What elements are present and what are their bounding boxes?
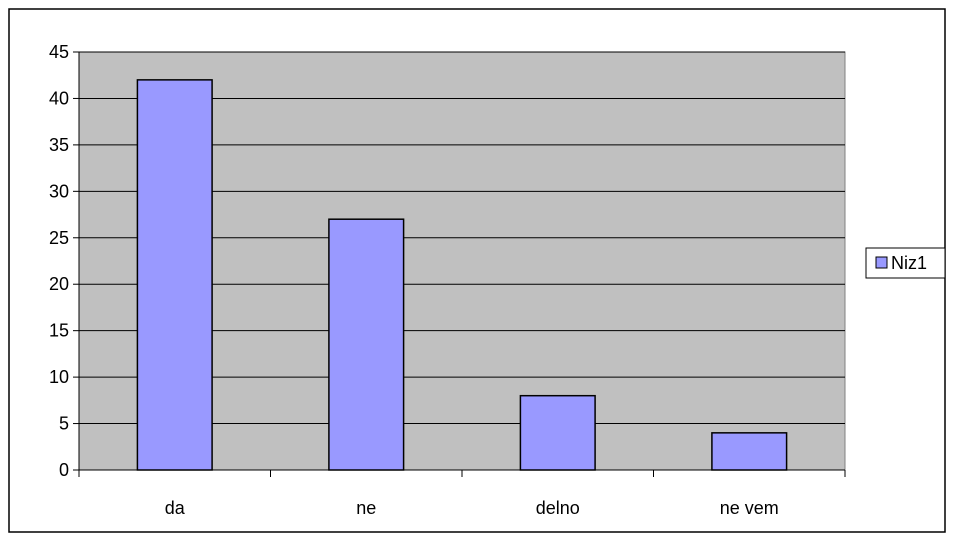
legend-label-niz1: Niz1 bbox=[891, 253, 927, 273]
bar-ne-vem bbox=[711, 432, 788, 471]
y-tick-label: 45 bbox=[49, 42, 69, 62]
axes: 0 5 10 15 20 25 30 35 40 45 da ne delno ne vem bbox=[49, 42, 846, 518]
y-tick-label: 20 bbox=[49, 274, 69, 294]
y-tick-label: 15 bbox=[49, 321, 69, 341]
y-tick-label: 35 bbox=[49, 135, 69, 155]
legend: Niz1 bbox=[865, 247, 946, 279]
bar-delno bbox=[519, 394, 596, 471]
x-tick-label: ne bbox=[356, 498, 376, 518]
x-tick-label: ne vem bbox=[720, 498, 779, 518]
bar-ne bbox=[328, 218, 405, 471]
y-tick-label: 0 bbox=[59, 460, 69, 480]
x-tick-label: da bbox=[165, 498, 186, 518]
bar-da bbox=[136, 79, 213, 471]
legend-swatch bbox=[875, 256, 888, 269]
y-tick-label: 5 bbox=[59, 414, 69, 434]
y-tick-label: 40 bbox=[49, 88, 69, 108]
bars bbox=[136, 79, 788, 471]
x-tick-label: delno bbox=[536, 498, 580, 518]
y-tick-label: 10 bbox=[49, 367, 69, 387]
y-tick-label: 30 bbox=[49, 181, 69, 201]
y-tick-label: 25 bbox=[49, 228, 69, 248]
